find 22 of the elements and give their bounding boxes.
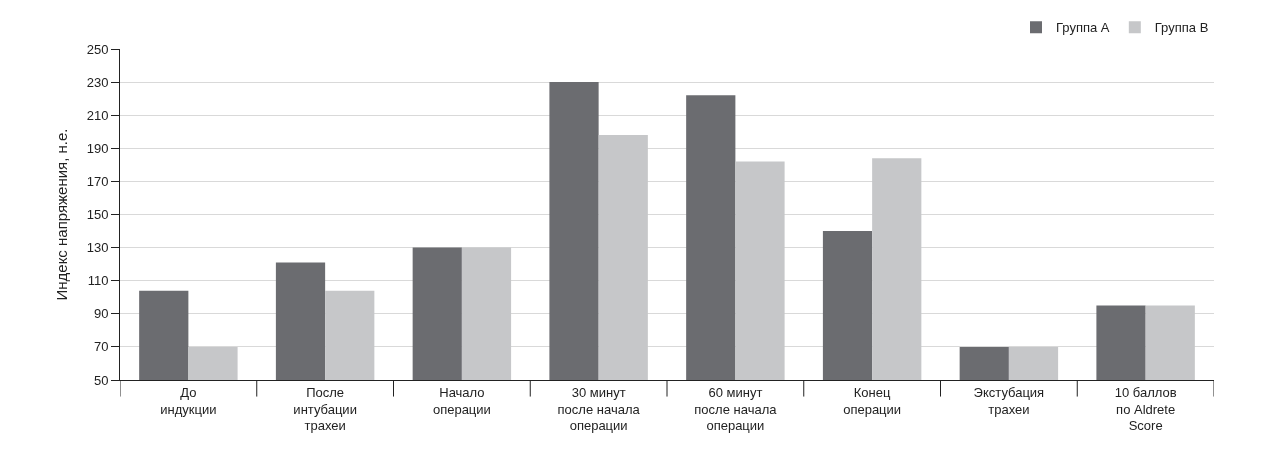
x-tick-label: Экстубация трахеи [973,384,1045,417]
y-tick-label: 50 [93,372,109,388]
y-tick-label: 90 [93,306,109,322]
x-tick-label: До индукции [160,384,217,417]
y-tick-label: 70 [93,339,109,355]
y-tick-label: 230 [86,74,109,90]
legend-label: Группа А [1056,20,1110,36]
legend-label: Группа В [1154,20,1209,36]
x-tick-label: Начало операции [432,384,491,417]
y-tick-label: 170 [86,173,109,189]
x-tick-label: 60 минут после начала операции [694,384,778,434]
y-tick-label: 210 [86,107,109,123]
y-tick-label: 150 [86,207,109,223]
x-tick-label: После интубации трахеи [293,384,357,434]
x-tick-label: 30 минут после начала операции [557,384,641,434]
y-tick-label: 130 [86,240,109,256]
x-tick-label: 10 баллов по Aldrete Score [1114,384,1177,434]
y-tick-label: 190 [86,140,109,156]
y-tick-label: 110 [87,273,109,289]
y-axis-title: Индекс напряжения, н.е. [52,128,70,301]
y-tick-label: 250 [86,41,109,57]
x-tick-label: Конец операции [843,384,902,417]
